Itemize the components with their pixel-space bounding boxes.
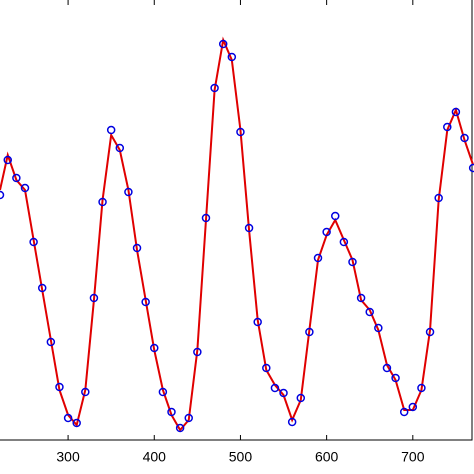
data-point [98,197,107,207]
data-point [175,423,185,433]
data-point [167,407,176,417]
x-tick-label: 600 [315,449,339,465]
data-point [89,293,99,303]
data-point [287,417,297,427]
data-point [451,107,461,117]
data-point [158,387,168,397]
data-point [55,382,64,392]
x-tick-label: 500 [229,449,253,465]
data-point [443,122,452,132]
data-point [227,52,237,62]
data-point [253,317,262,327]
plot-frame [0,0,473,441]
data-point [417,383,426,393]
x-tick-label: 700 [401,449,425,465]
data-point [210,83,219,93]
data-point [313,253,323,263]
data-point [434,193,443,203]
data-point [382,363,392,373]
data-point [72,418,81,428]
data-point [262,363,271,373]
data-point [399,407,409,417]
data-point [322,227,331,237]
data-point [365,307,374,317]
data-point [296,393,306,403]
data-point [201,213,211,223]
data-point [46,337,56,347]
data-point [460,133,469,143]
data-point [0,190,5,200]
data-point [391,373,400,383]
data-point [193,347,202,357]
data-point [244,223,254,233]
x-tick-label: 400 [143,449,167,465]
data-point [124,187,133,197]
data-point [184,413,193,423]
data-point [236,127,245,137]
data-point [408,402,418,412]
data-point [20,183,30,193]
data-point [330,211,340,221]
data-point [141,297,150,307]
data-point [115,143,125,153]
data-point [279,388,288,398]
data-point [348,257,357,267]
data-point [468,163,474,173]
data-point [218,39,228,49]
data-point [81,387,90,397]
data-point [106,125,116,135]
data-point [29,237,38,247]
data-point [12,173,21,183]
data-point [63,413,73,423]
data-point [3,155,13,165]
data-point [339,237,349,247]
data-point [150,343,159,353]
data-point [132,243,142,253]
data-point [270,383,280,393]
data-line [0,36,474,432]
data-point [425,327,435,337]
data-point [37,283,47,293]
data-point [305,327,314,337]
data-point [374,323,383,333]
data-point [356,293,366,303]
x-tick-label: 300 [56,449,80,465]
